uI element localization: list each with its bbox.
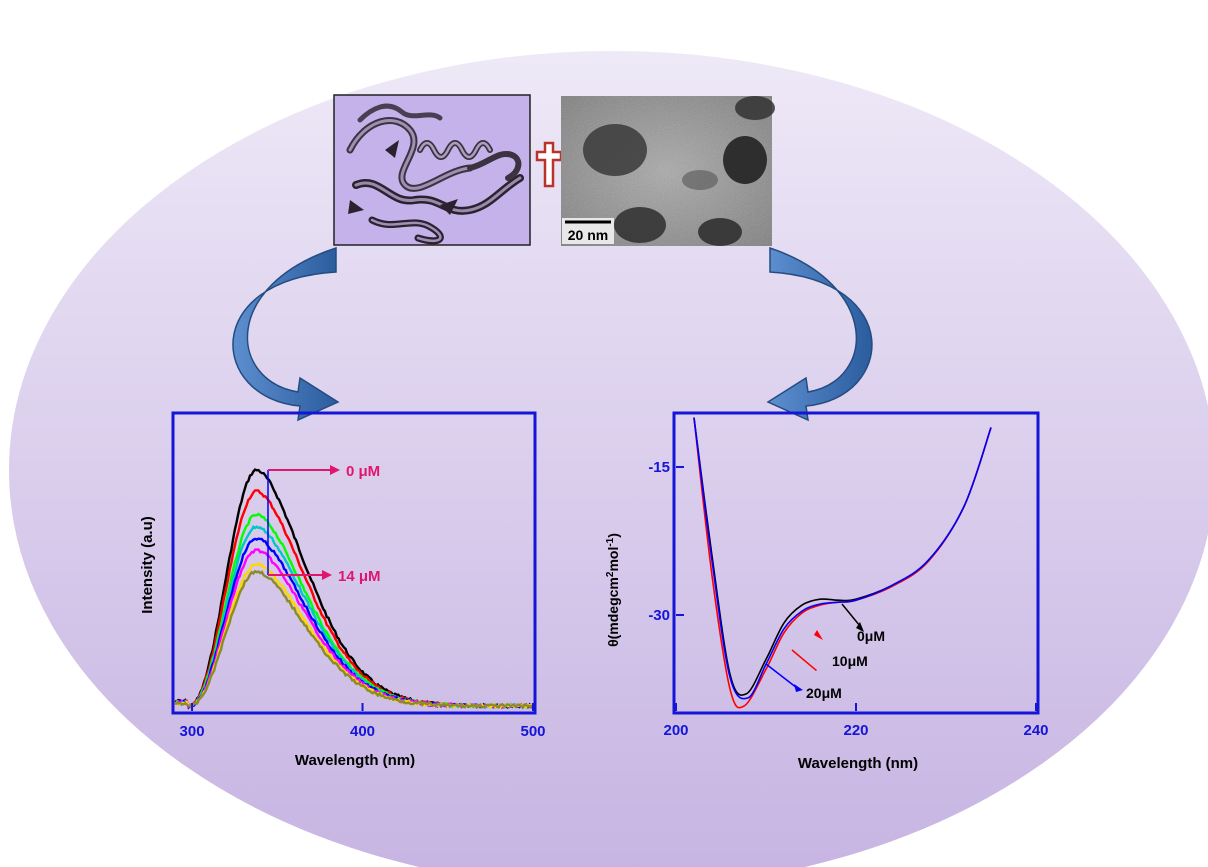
cd-y-axis-label: θ(mdegcm2mol-1) — [605, 533, 622, 647]
cd-x-tick-label-1: 220 — [843, 722, 868, 739]
protein-image — [333, 94, 531, 246]
fluor-x-axis-label: Wavelength (nm) — [295, 752, 415, 769]
cd-x-axis-label: Wavelength (nm) — [798, 755, 918, 772]
fluor-spectrum-line-7 — [174, 569, 534, 710]
cd-x-tick-label-2: 240 — [1023, 722, 1048, 739]
cd-plot-frame — [672, 411, 1040, 715]
fluor-plot-frame — [171, 411, 537, 715]
cd-label-0uM: 0μM — [857, 628, 885, 644]
cd-chart: 200 220 240 -15 -30 0μM 10μM 20μM θ(mdegcm2m… — [605, 411, 1049, 772]
cd-label-20uM: 20μM — [806, 685, 842, 701]
fluor-y-axis-label: Intensity (a.u) — [139, 516, 156, 614]
cd-x-tick-label-0: 200 — [663, 722, 688, 739]
cd-y-tick-label-0: -15 — [648, 459, 670, 476]
cd-label-10uM: 10μM — [832, 653, 868, 669]
fluor-x-tick-label-0: 300 — [180, 723, 205, 740]
cd-series-line-2 — [693, 417, 992, 700]
cd-y-tick-label-1: -30 — [648, 607, 670, 624]
label-14uM: 14 μM — [338, 568, 381, 585]
fluor-x-tick-label-2: 500 — [520, 723, 545, 740]
fluorescence-chart: 300 400 500 0 μM 14 μM Intensity (a.u) Wav… — [139, 411, 546, 769]
protein-ribbon-icon — [346, 103, 524, 245]
label-0uM: 0 μM — [346, 463, 380, 480]
tem-micrograph: 20 nm — [561, 96, 775, 246]
tem-scale-label: 20 nm — [568, 227, 608, 243]
fluor-x-tick-label-1: 400 — [350, 723, 375, 740]
background-ellipse — [7, 49, 1208, 867]
